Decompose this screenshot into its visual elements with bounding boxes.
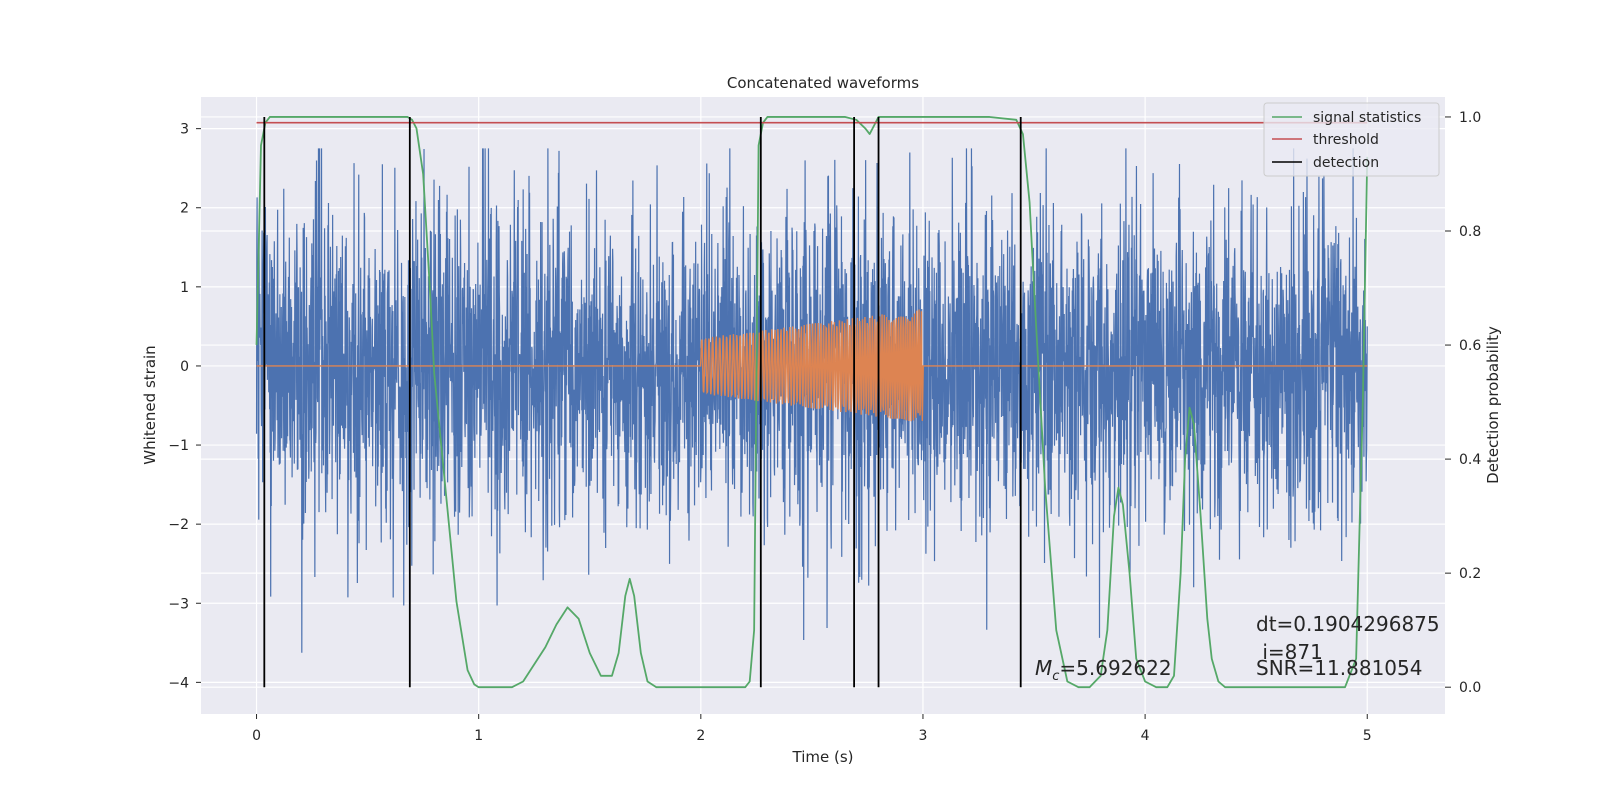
y-left-tick-label: −1: [168, 438, 189, 454]
y-right-tick-label: 0.8: [1459, 224, 1481, 240]
y-right-tick-label: 0.4: [1459, 452, 1481, 468]
y-left-tick-label: −2: [168, 517, 189, 533]
axis-layer: 0 1 2 3 4 5 −4 −3 −2 −1 0 1 2 3 0.0 0.2 0.4 0.6 0.8 1.0: [168, 110, 1481, 744]
x-tick-label: 4: [1141, 728, 1150, 744]
annotation-dt: dt=0.1904296875: [1256, 612, 1440, 636]
annotation-chirp-mass: Mc=5.692622: [1035, 656, 1172, 684]
x-tick-label: 5: [1363, 728, 1372, 744]
annotation-mc-subscript: c: [1052, 669, 1059, 684]
chirp-trace: [256, 309, 1368, 422]
annotation-index: i=871: [1256, 640, 1323, 664]
legend: signal statistics threshold detection: [1263, 102, 1440, 177]
signal-statistics-line: [255, 116, 1369, 689]
y-left-tick-label: 3: [180, 122, 189, 138]
x-tick-label: 1: [474, 728, 483, 744]
annotation-snr: SNR=11.881054: [1256, 656, 1422, 680]
chart-title: Concatenated waveforms: [727, 74, 919, 92]
y-left-tick-label: −4: [168, 675, 189, 691]
legend-label-detection: detection: [1313, 155, 1379, 171]
annotation-mc-symbol: M: [1035, 656, 1052, 680]
plot-layer: [255, 116, 1369, 689]
y-right-tick-label: 1.0: [1459, 110, 1481, 126]
y-axis-right-label: Detection probability: [1484, 326, 1502, 484]
y-right-tick-label: 0.2: [1459, 566, 1481, 582]
x-tick-label: 3: [919, 728, 928, 744]
y-left-tick-label: −3: [168, 596, 189, 612]
y-left-tick-label: 0: [180, 359, 189, 375]
annotation-mc-value: =5.692622: [1059, 656, 1171, 680]
legend-label-threshold: threshold: [1313, 132, 1379, 148]
x-tick-label: 0: [252, 728, 261, 744]
legend-label-signal-statistics: signal statistics: [1313, 110, 1421, 126]
y-right-tick-label: 0.0: [1459, 680, 1481, 696]
legend-box: [1263, 102, 1440, 177]
x-tick-label: 2: [696, 728, 705, 744]
y-axis-left-label: Whitened strain: [141, 345, 159, 464]
x-axis-label: Time (s): [792, 748, 854, 766]
y-right-tick-label: 0.6: [1459, 338, 1481, 354]
y-left-tick-label: 2: [180, 201, 189, 217]
y-left-tick-label: 1: [180, 280, 189, 296]
